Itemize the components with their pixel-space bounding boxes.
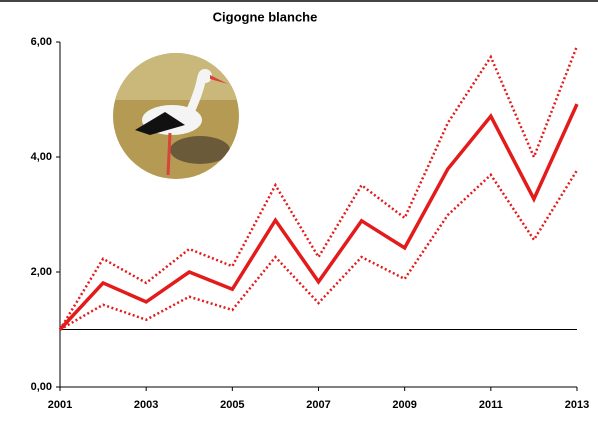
x-tick-label: 2005 bbox=[220, 399, 244, 411]
y-tick-label: 4,00 bbox=[31, 151, 52, 163]
series-line bbox=[58, 103, 579, 331]
x-tick-label: 2003 bbox=[134, 399, 158, 411]
x-tick-label: 2009 bbox=[392, 399, 416, 411]
y-tick-label: 6,00 bbox=[31, 36, 52, 48]
y-tick-label: 2,00 bbox=[31, 266, 52, 278]
x-tick-label: 2001 bbox=[48, 399, 72, 411]
x-tick-label: 2011 bbox=[479, 399, 503, 411]
x-tick-label: 2013 bbox=[565, 399, 589, 411]
chart-title: Cigogne blanche bbox=[213, 9, 318, 24]
stork-photo bbox=[113, 53, 239, 179]
y-tick-label: 0,00 bbox=[31, 381, 52, 393]
x-tick-label: 2007 bbox=[306, 399, 330, 411]
series-line bbox=[59, 169, 579, 331]
series-line bbox=[58, 45, 579, 331]
